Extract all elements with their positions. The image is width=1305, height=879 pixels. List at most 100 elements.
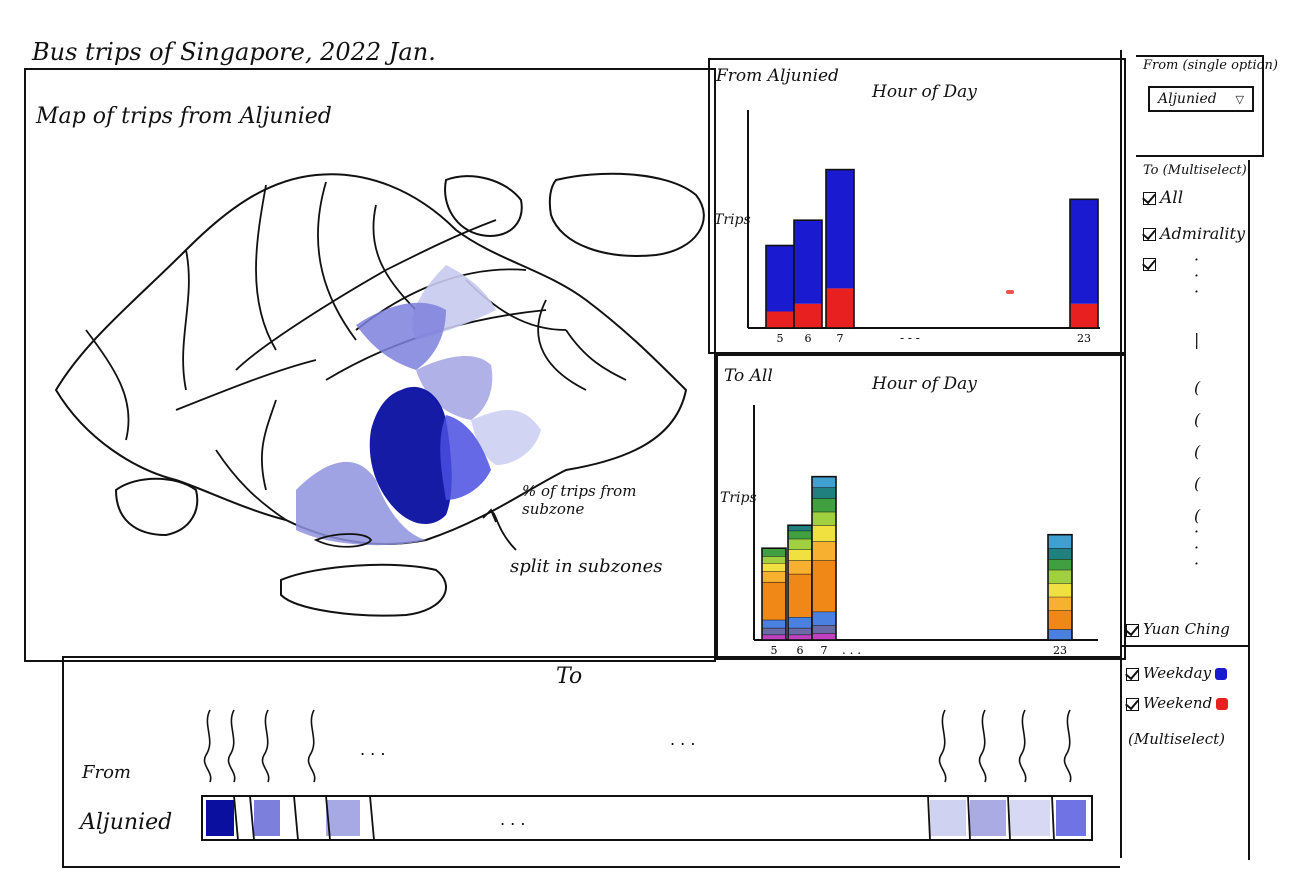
to-option-admirality-label: Admirality — [1160, 224, 1245, 243]
to-options-scroll-hint: · · · |(((((· · · — [1194, 250, 1201, 573]
bar-weekend — [766, 311, 794, 328]
chart-to-ylabel: Trips — [720, 490, 757, 506]
to-option-yuan-ching-label: Yuan Ching — [1143, 620, 1230, 638]
daytype-multiselect-note: (Multiselect) — [1128, 730, 1226, 748]
bar-segment — [788, 627, 812, 635]
checkbox-checked-icon[interactable] — [1126, 667, 1139, 681]
to-option-admirality[interactable]: Admirality — [1143, 224, 1245, 243]
bar-weekday — [1070, 199, 1098, 304]
bar-segment — [812, 541, 836, 561]
x-tick-label: 6 — [797, 644, 804, 657]
chevron-down-icon: ▽ — [1235, 93, 1244, 106]
bar-segment — [812, 487, 836, 499]
to-option-all[interactable]: All — [1143, 188, 1183, 208]
x-tick-ellipsis: - - - — [900, 331, 920, 345]
column-label-squiggle — [938, 709, 947, 783]
to-option-yuan-ching[interactable]: Yuan Ching — [1126, 620, 1230, 638]
column-label-squiggle — [261, 709, 270, 783]
to-option-unnamed[interactable] — [1143, 254, 1160, 273]
weekend-label: Weekend — [1143, 694, 1213, 712]
bar-segment — [788, 617, 812, 628]
bar-segment — [1048, 534, 1072, 549]
chart-from-plot: 5 6 7 23 - - - — [747, 110, 1100, 345]
island-outline — [54, 173, 688, 545]
matrix-row-name: Aljunied — [80, 810, 173, 835]
column-label-squiggle — [1063, 709, 1072, 783]
checkbox-checked-icon[interactable] — [1143, 258, 1156, 271]
from-select-label: From (single option) — [1143, 58, 1278, 73]
bar-weekday — [826, 169, 854, 289]
row-ellipsis: . . . — [500, 810, 525, 829]
subzone-mid-inner — [440, 415, 491, 500]
cell-divider — [293, 795, 299, 841]
checkbox-checked-icon[interactable] — [1143, 228, 1156, 241]
chart-from-header: From Aljunied — [716, 66, 839, 86]
matrix-cell — [1010, 800, 1050, 836]
x-tick-label: 5 — [771, 644, 778, 657]
bar-segment — [1048, 559, 1072, 570]
island-southwest — [114, 477, 199, 537]
chart-to-panel — [716, 354, 1126, 660]
bar-segment — [1048, 596, 1072, 611]
checkbox-checked-icon[interactable] — [1126, 697, 1139, 711]
cell-divider — [249, 795, 255, 841]
chart-to-plot: 5 6 7 23 . . . — [753, 405, 1098, 657]
bar-segment — [762, 563, 786, 572]
page-title: Bus trips of Singapore, 2022 Jan. — [32, 38, 436, 66]
bar-weekend — [794, 303, 822, 328]
subzone-light-north — [356, 302, 446, 370]
bar-segment — [788, 538, 812, 550]
origin-destination-matrix[interactable]: . . . . . . . . . — [190, 700, 1100, 850]
from-select-dropdown[interactable]: Aljunied ▽ — [1148, 86, 1254, 112]
bar-segment — [812, 525, 836, 542]
weekend-toggle[interactable]: Weekend — [1126, 694, 1229, 712]
column-label-squiggle — [978, 709, 987, 783]
bar-segment — [762, 556, 786, 564]
matrix-cell — [206, 800, 234, 836]
cell-divider — [927, 795, 931, 841]
x-tick-label: 7 — [821, 644, 828, 657]
bar-segment — [1048, 610, 1072, 630]
chart-from-title: Hour of Day — [872, 82, 977, 102]
bar-segment — [812, 476, 836, 488]
bar-segment — [788, 560, 812, 574]
bar-outline — [811, 475, 837, 641]
bar-segment — [788, 549, 812, 561]
x-tick-label: 5 — [777, 332, 784, 345]
column-ellipsis: . . . — [360, 740, 385, 759]
weekday-toggle[interactable]: Weekday — [1126, 664, 1228, 682]
map-panel — [24, 68, 716, 662]
stray-mark — [1006, 290, 1014, 294]
cell-divider — [369, 795, 375, 841]
column-label-squiggle — [203, 709, 212, 783]
chart-from-ylabel: Trips — [714, 212, 751, 228]
bar-segment — [1048, 583, 1072, 597]
subzone-light-south — [296, 461, 426, 546]
checkbox-checked-icon[interactable] — [1143, 192, 1156, 205]
cell-divider — [325, 795, 331, 841]
chart-to-title: Hour of Day — [872, 374, 977, 394]
map-annotation-split: split in subzones — [510, 556, 663, 577]
x-tick-label: 23 — [1077, 332, 1091, 345]
x-tick-ellipsis: . . . — [842, 643, 861, 657]
singapore-map[interactable] — [26, 70, 714, 660]
island-far-east — [548, 172, 705, 257]
map-annotation-percentage: % of trips from subzone — [522, 482, 637, 518]
to-select-label: To (Multiselect) — [1143, 163, 1247, 178]
bar-segment — [762, 548, 786, 557]
bar-outline — [1069, 198, 1099, 329]
weekend-swatch — [1216, 698, 1229, 710]
checkbox-checked-icon[interactable] — [1126, 623, 1139, 637]
bar-segment — [788, 573, 812, 618]
bar-outline — [761, 547, 787, 641]
bar-segment — [812, 625, 836, 634]
subzone-deep — [369, 386, 452, 525]
bar-segment — [762, 619, 786, 628]
matrix-cell — [1056, 800, 1086, 836]
matrix-cell — [970, 800, 1006, 836]
matrix-panel — [62, 656, 1120, 868]
matrix-to-label: To — [556, 664, 583, 689]
bar-segment — [788, 525, 812, 531]
bar-segment — [762, 581, 786, 620]
x-tick-label: 7 — [837, 332, 844, 345]
